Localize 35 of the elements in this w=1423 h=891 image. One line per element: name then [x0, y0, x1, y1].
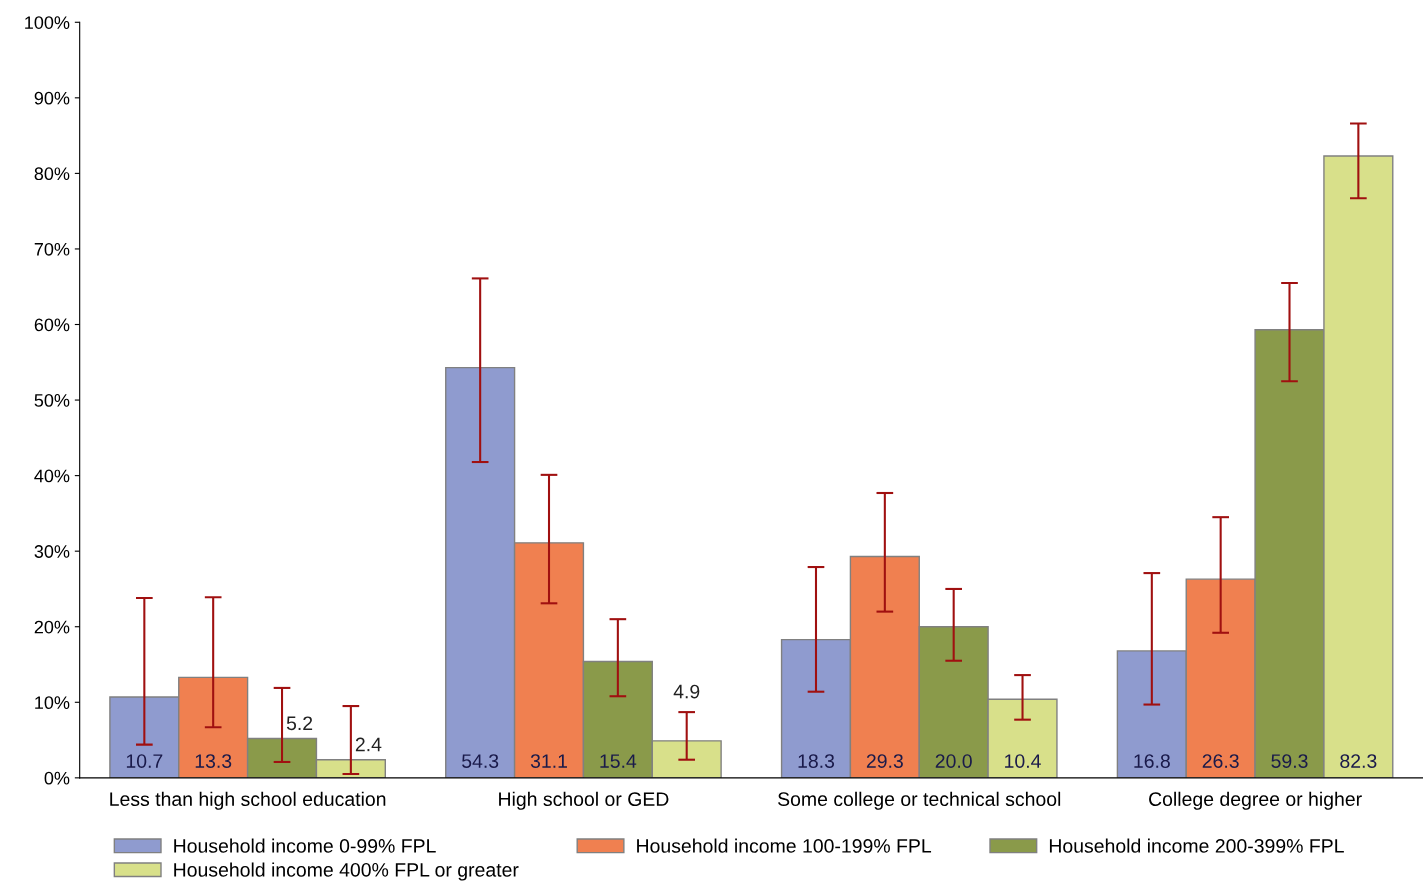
- x-tick-label: College degree or higher: [1149, 791, 1362, 810]
- data-label: 82.3: [1340, 754, 1377, 768]
- data-label: 10.4: [1005, 754, 1041, 768]
- legend-label: Household income 0-99% FPL: [174, 838, 436, 853]
- data-label: 2.4: [355, 737, 382, 752]
- y-tick-label: 100%: [25, 16, 70, 29]
- data-label: 15.4: [600, 754, 637, 768]
- y-tick-label: 90%: [34, 91, 70, 105]
- data-label: 10.7: [126, 754, 163, 768]
- y-tick-label: 20%: [34, 620, 70, 634]
- data-label: 13.3: [195, 754, 232, 768]
- data-label: 18.3: [798, 754, 835, 768]
- y-tick-label: 40%: [34, 469, 70, 483]
- y-tick-label: 80%: [34, 167, 70, 181]
- data-label: 29.3: [866, 754, 903, 768]
- y-tick-label: 60%: [34, 318, 70, 332]
- data-label: 20.0: [935, 754, 972, 768]
- x-tick-label: High school or GED: [499, 791, 669, 810]
- legend-label: Household income 200-399% FPL: [1049, 838, 1344, 853]
- y-tick-label: 70%: [34, 242, 70, 256]
- legend-label: Household income 400% FPL or greater: [174, 862, 519, 881]
- y-tick-label: 30%: [34, 545, 70, 558]
- x-tick-label: Less than high school education: [110, 791, 386, 810]
- y-tick-label: 0%: [44, 771, 70, 785]
- data-label: 26.3: [1202, 754, 1239, 768]
- data-label: 59.3: [1271, 754, 1308, 768]
- y-tick-label: 50%: [34, 393, 70, 407]
- data-label: 5.2: [286, 716, 313, 731]
- x-tick-label: Some college or technical school: [778, 791, 1061, 810]
- data-label: 4.9: [673, 684, 700, 699]
- data-label: 54.3: [462, 754, 499, 768]
- y-tick-label: 10%: [35, 696, 70, 710]
- legend-label: Household income 100-199% FPL: [637, 838, 932, 853]
- data-label: 16.8: [1134, 754, 1170, 768]
- data-label: 31.1: [530, 754, 567, 768]
